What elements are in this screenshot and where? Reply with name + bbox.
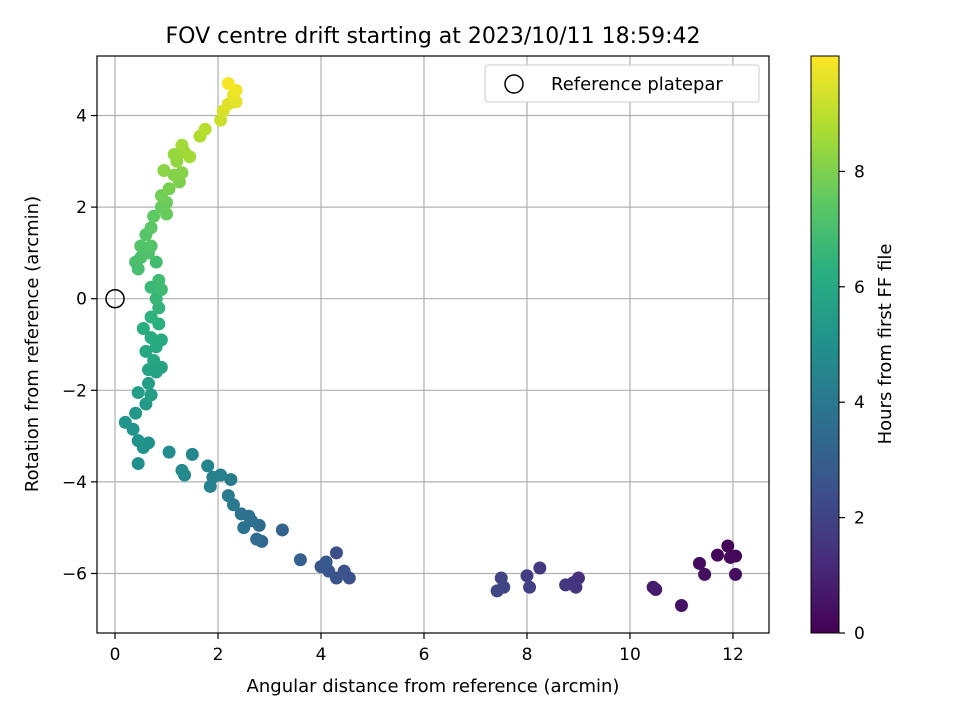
data-point xyxy=(129,406,143,420)
colorbar-tick-label: 0 xyxy=(854,624,865,644)
reference-marker xyxy=(105,288,125,309)
data-point xyxy=(490,584,504,598)
data-point xyxy=(144,239,158,253)
x-tick-label: 4 xyxy=(316,645,327,665)
y-tick-label: 4 xyxy=(76,107,87,127)
data-point xyxy=(221,76,235,90)
colorbar-label: Hours from first FF file xyxy=(875,244,896,445)
data-point xyxy=(175,138,189,152)
data-point xyxy=(319,555,333,569)
data-point xyxy=(533,561,547,575)
data-point xyxy=(149,255,163,269)
data-point xyxy=(131,457,145,471)
x-tick-label: 6 xyxy=(419,645,430,665)
data-point xyxy=(147,209,161,223)
x-axis-ticks: 0 2 4 6 8 10 12 xyxy=(110,633,744,665)
data-point xyxy=(234,507,248,521)
data-point xyxy=(698,567,712,581)
chart-title: FOV centre drift starting at 2023/10/11 … xyxy=(166,24,701,49)
x-tick-label: 2 xyxy=(213,645,224,665)
legend-marker-icon xyxy=(504,74,524,94)
legend: Reference platepar xyxy=(484,64,760,103)
data-point xyxy=(141,376,155,390)
colorbar-tick-label: 6 xyxy=(854,278,865,298)
data-point xyxy=(152,273,166,287)
data-point xyxy=(649,582,663,596)
data-point xyxy=(224,473,238,487)
data-point xyxy=(183,150,197,164)
data-point xyxy=(523,580,537,594)
colorbar-tick-label: 4 xyxy=(854,393,865,413)
data-point xyxy=(134,239,148,253)
plot-frame xyxy=(96,55,770,634)
data-point xyxy=(293,553,307,567)
data-point xyxy=(569,580,583,594)
data-point xyxy=(118,415,132,429)
x-tick-label: 12 xyxy=(722,645,744,665)
data-point xyxy=(147,354,161,368)
data-point xyxy=(721,539,735,553)
data-point xyxy=(160,207,174,221)
data-point xyxy=(221,489,235,503)
data-point xyxy=(157,163,171,177)
data-point xyxy=(692,556,706,570)
data-point xyxy=(139,344,153,358)
data-point xyxy=(162,445,176,459)
data-point xyxy=(198,122,212,136)
x-tick-label: 10 xyxy=(619,645,641,665)
data-point xyxy=(237,521,251,535)
data-point xyxy=(131,386,145,400)
data-point xyxy=(723,550,737,564)
y-tick-label: −4 xyxy=(62,473,87,493)
colorbar-gradient xyxy=(810,55,840,634)
data-point xyxy=(162,182,176,196)
y-axis-label: Rotation from reference (arcmin) xyxy=(22,196,43,492)
y-tick-label: 0 xyxy=(76,290,87,310)
data-points xyxy=(118,76,743,613)
data-point xyxy=(711,548,725,562)
data-point xyxy=(167,147,181,161)
data-point xyxy=(275,523,289,537)
colorbar-tick-label: 8 xyxy=(854,162,865,182)
data-point xyxy=(144,310,158,324)
data-point xyxy=(175,166,189,180)
data-point xyxy=(329,546,343,560)
data-point xyxy=(144,221,158,235)
data-point xyxy=(154,333,168,347)
data-point xyxy=(201,459,215,473)
data-point xyxy=(185,447,199,461)
x-tick-label: 0 xyxy=(110,645,121,665)
data-point xyxy=(144,388,158,402)
data-point xyxy=(674,599,688,613)
x-axis-label: Angular distance from reference (arcmin) xyxy=(247,676,620,697)
data-point xyxy=(144,331,158,345)
legend-label: Reference platepar xyxy=(551,74,723,95)
data-point xyxy=(520,569,534,583)
y-tick-label: −6 xyxy=(62,564,87,584)
colorbar-ticks: 0 2 4 6 8 xyxy=(839,162,865,644)
data-point xyxy=(136,321,150,335)
data-point xyxy=(250,532,264,546)
colorbar: 0 2 4 6 8 Hours from first FF file xyxy=(810,55,896,644)
colorbar-tick-label: 2 xyxy=(854,509,865,529)
legend-box xyxy=(484,64,760,103)
y-axis-ticks: −6 −4 −2 0 2 4 xyxy=(62,107,97,584)
data-point xyxy=(131,434,145,448)
data-point xyxy=(559,578,573,592)
data-point xyxy=(175,463,189,477)
data-point xyxy=(729,567,743,581)
data-point xyxy=(203,479,217,493)
x-tick-label: 8 xyxy=(522,645,533,665)
y-tick-label: 2 xyxy=(76,198,87,218)
y-tick-label: −2 xyxy=(62,381,87,401)
